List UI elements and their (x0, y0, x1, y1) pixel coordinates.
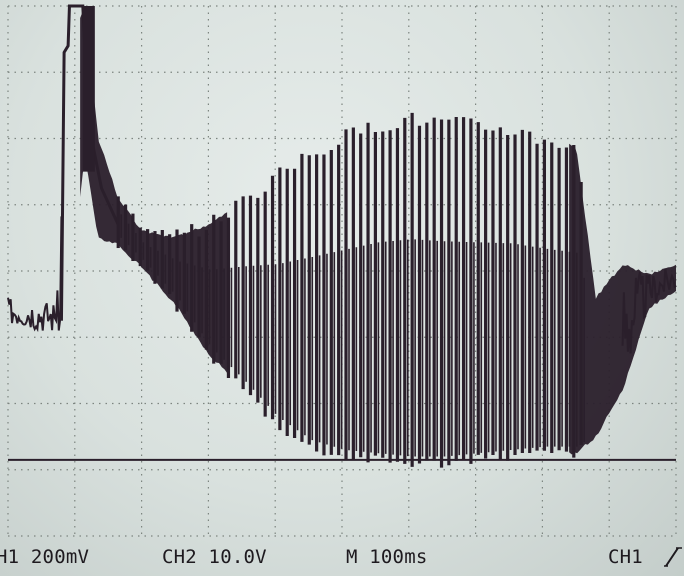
waveform-screen (7, 4, 677, 537)
ch1-scale-readout: H1 200mV (0, 546, 90, 568)
pre-trigger-noise (7, 216, 63, 333)
step-overshoot (59, 4, 120, 321)
trace-envelope-band (569, 143, 676, 455)
overshoot-peak (82, 6, 95, 172)
rising-edge-trigger-icon (664, 547, 682, 567)
ch2-scale-readout: CH2 10.0V (162, 546, 267, 568)
status-bar: H1 200mV CH2 10.0V M 100ms CH1 (0, 540, 684, 576)
waveform-trace (7, 4, 677, 468)
post-burst-noise (621, 268, 677, 354)
timebase-readout: M 100ms (346, 546, 428, 568)
trigger-source-readout: CH1 (608, 546, 643, 568)
